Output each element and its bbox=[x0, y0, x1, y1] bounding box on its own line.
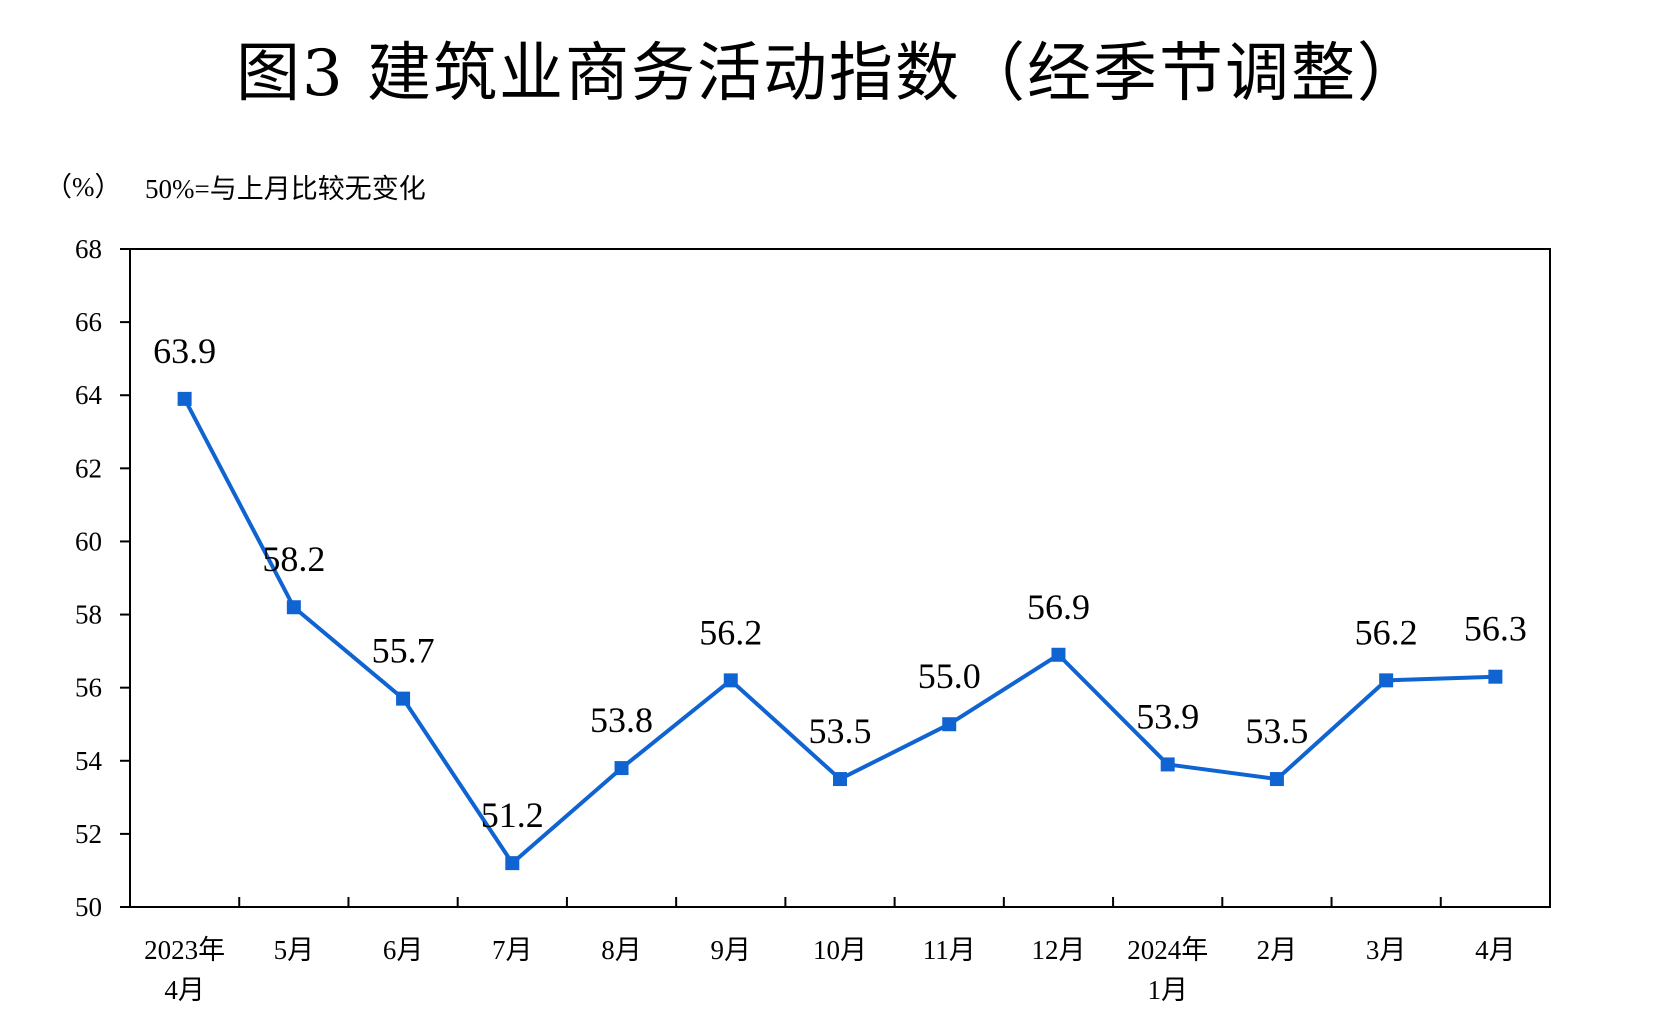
x-tick-label: 12月 bbox=[1031, 935, 1085, 965]
data-label: 51.2 bbox=[481, 795, 544, 835]
x-tick-label: 6月 bbox=[383, 935, 424, 965]
data-label: 53.5 bbox=[1245, 711, 1308, 751]
data-point bbox=[1488, 669, 1503, 684]
data-label: 53.5 bbox=[809, 711, 872, 751]
y-unit-label: （%） bbox=[45, 172, 122, 202]
plot-frame bbox=[129, 248, 1551, 908]
y-tick-label: 64 bbox=[75, 380, 103, 410]
data-point bbox=[505, 856, 520, 871]
data-point bbox=[177, 391, 192, 406]
x-tick-label: 4月 bbox=[1475, 935, 1516, 965]
data-point bbox=[1051, 647, 1066, 662]
x-tick-label: 2月 bbox=[1257, 935, 1298, 965]
data-label: 56.3 bbox=[1464, 609, 1527, 649]
x-tick-label: 11月 bbox=[923, 935, 976, 965]
data-point bbox=[833, 772, 847, 787]
data-label: 56.2 bbox=[1355, 612, 1418, 652]
data-point bbox=[723, 673, 738, 688]
data-label: 56.2 bbox=[699, 612, 762, 652]
data-point bbox=[1160, 757, 1175, 772]
y-axis: 50 52 54 56 58 60 62 64 66 68 bbox=[75, 234, 130, 922]
data-label: 56.9 bbox=[1027, 587, 1090, 627]
chart-annotation: 50%=与上月比较无变化 bbox=[145, 174, 426, 204]
data-label: 55.7 bbox=[372, 631, 435, 671]
data-label: 63.9 bbox=[153, 331, 216, 371]
data-point bbox=[286, 600, 301, 615]
data-point bbox=[614, 761, 629, 776]
x-tick-label: 5月 bbox=[274, 935, 315, 965]
x-axis: 2023年 4月 5月 6月 7月 8月 9月 10月 11月 12月 2024年 1月 2月 3月 4月 bbox=[144, 897, 1516, 1005]
x-tick-label: 4月 bbox=[164, 975, 205, 1005]
data-point bbox=[1379, 673, 1394, 688]
y-tick-label: 66 bbox=[75, 307, 102, 337]
x-tick-label: 2023年 bbox=[144, 935, 225, 965]
x-tick-label: 7月 bbox=[492, 935, 533, 965]
y-tick-label: 58 bbox=[75, 600, 102, 630]
x-tick-label: 8月 bbox=[601, 935, 642, 965]
y-tick-label: 60 bbox=[75, 526, 102, 556]
y-tick-label: 62 bbox=[75, 453, 102, 483]
x-tick-label: 1月 bbox=[1147, 975, 1188, 1005]
chart-title: 图3 建筑业商务活动指数（经季节调整） bbox=[235, 37, 1424, 111]
x-tick-label: 3月 bbox=[1366, 935, 1407, 965]
y-tick-label: 56 bbox=[75, 673, 102, 703]
data-point bbox=[1269, 772, 1284, 787]
x-tick-label: 10月 bbox=[813, 935, 867, 965]
x-tick-label: 2024年 bbox=[1127, 935, 1208, 965]
series-layer bbox=[177, 391, 1503, 871]
data-labels: 63.9 58.2 55.7 51.2 53.8 56.2 53.5 55.0 56.9 53.9… bbox=[153, 331, 1527, 835]
x-tick-label: 9月 bbox=[711, 935, 752, 965]
data-label: 58.2 bbox=[262, 539, 325, 579]
y-tick-label: 52 bbox=[75, 819, 102, 849]
data-point bbox=[942, 717, 957, 732]
y-tick-label: 54 bbox=[75, 746, 103, 776]
data-label: 55.0 bbox=[918, 656, 981, 696]
data-point bbox=[396, 691, 411, 706]
y-tick-label: 50 bbox=[75, 892, 102, 922]
data-label: 53.9 bbox=[1136, 696, 1199, 736]
y-tick-label: 68 bbox=[75, 234, 102, 264]
data-label: 53.8 bbox=[590, 700, 653, 740]
